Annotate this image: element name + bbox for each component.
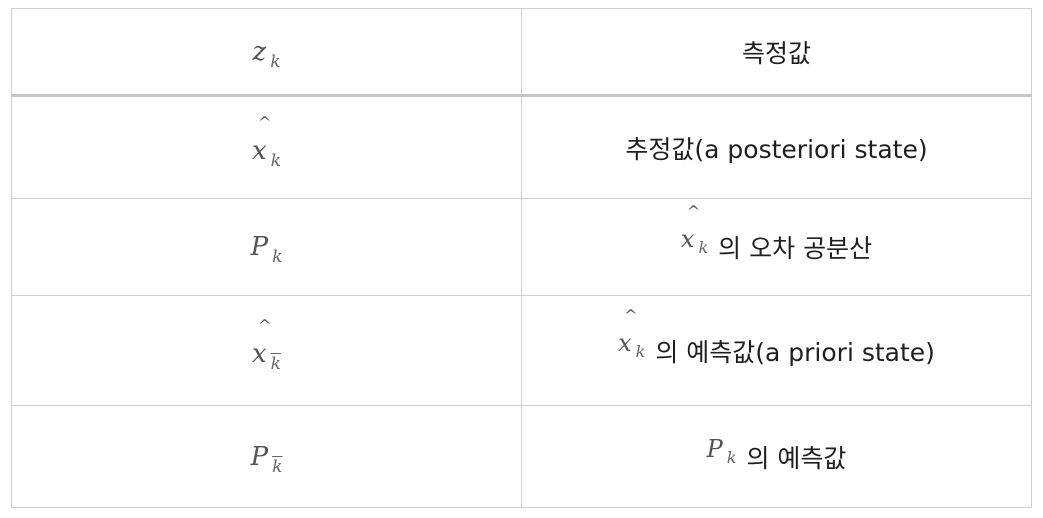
header-label-cell: 측정값 xyxy=(521,8,1032,97)
symbol-x-hat-k-bar: ^ x k xyxy=(252,316,281,374)
description-cell: ^ x k 의 예측값(a priori state) xyxy=(521,295,1032,406)
symbol-base: x xyxy=(618,328,632,357)
symbol-base: x xyxy=(680,225,695,253)
symbol-subscript: k xyxy=(698,238,709,257)
symbol-base: P xyxy=(250,441,269,472)
hat-accent: ^ xyxy=(686,202,701,221)
symbol-subscript: k xyxy=(270,51,281,72)
symbol-subscript: k xyxy=(726,447,737,467)
symbol-base: x xyxy=(252,135,267,166)
symbol-subscript: k xyxy=(272,247,283,267)
symbol-base: z xyxy=(252,36,267,67)
symbol-cell: ^ x k xyxy=(11,95,522,199)
hat-accent: ^ xyxy=(258,112,272,132)
table-row: ^ x k 추정값(a posteriori state) xyxy=(11,95,1032,199)
ref-symbol-x-hat-k: ^ x k xyxy=(680,202,708,257)
symbol-subscript-bar: k xyxy=(272,456,283,477)
description-label: 추정값(a posteriori state) xyxy=(625,134,928,164)
hat-accent: ^ xyxy=(258,315,272,335)
description-label: 의 예측값(a priori state) xyxy=(655,337,935,367)
hat-accent: ^ xyxy=(624,305,638,325)
description-cell: ^ x k 의 오차 공분산 xyxy=(521,198,1032,296)
symbol-base: x xyxy=(252,338,267,369)
symbol-subscript-bar: k xyxy=(270,353,281,374)
description-cell: 추정값(a posteriori state) xyxy=(521,95,1032,199)
symbol-cell: ^ x k xyxy=(11,295,522,406)
symbol-base: P xyxy=(706,434,723,463)
symbol-subscript: k xyxy=(270,150,281,171)
description-label: 의 예측값 xyxy=(746,443,847,473)
symbol-subscript: k xyxy=(635,341,646,361)
description-label: 의 오차 공분산 xyxy=(718,234,873,263)
table-row: ^ x k ^ x k 의 예측값(a priori state) xyxy=(11,295,1032,406)
ref-symbol-x-hat-k: ^ x k xyxy=(618,306,645,361)
symbol-x-hat-k: ^ x k xyxy=(252,113,281,171)
symbol-base: P xyxy=(250,232,269,262)
header-label: 측정값 xyxy=(741,38,811,68)
